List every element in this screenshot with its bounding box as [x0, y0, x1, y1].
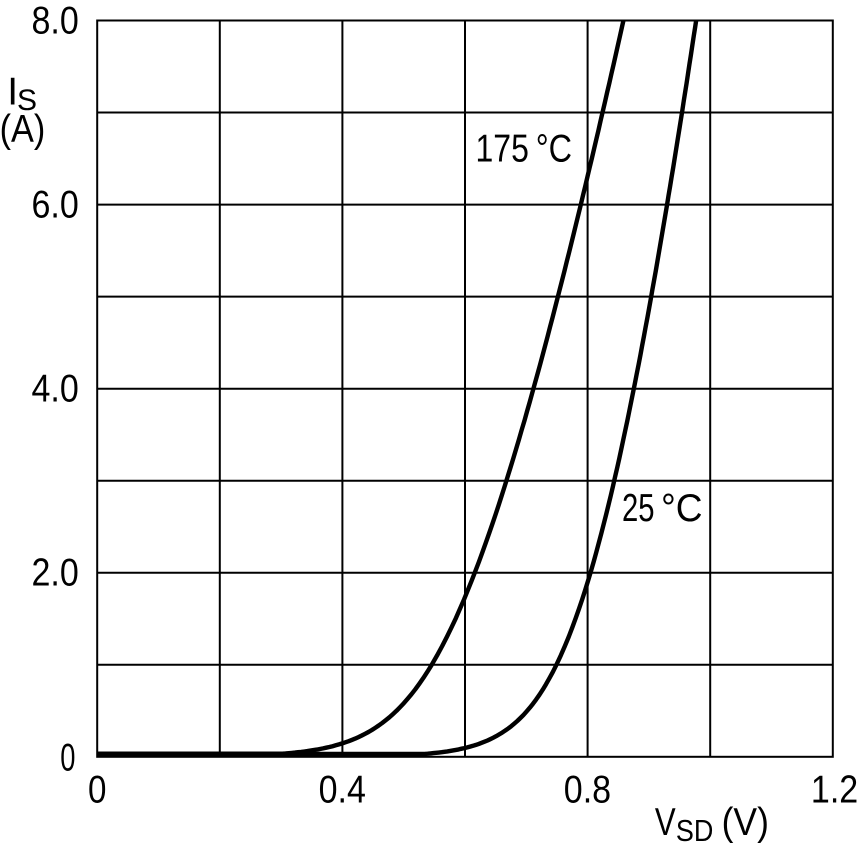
- svg-text:°C: °C: [661, 487, 703, 530]
- svg-text:8.0: 8.0: [31, 0, 78, 42]
- svg-text:6.0: 6.0: [31, 182, 78, 226]
- svg-text:(A): (A): [0, 107, 45, 151]
- svg-text:175: 175: [476, 127, 529, 171]
- svg-text:2.0: 2.0: [31, 551, 78, 595]
- svg-text:4.0: 4.0: [31, 367, 78, 411]
- svg-text:0: 0: [88, 767, 106, 811]
- svg-text:(V): (V): [722, 800, 769, 844]
- svg-text:25: 25: [622, 487, 655, 530]
- svg-text:0: 0: [60, 737, 75, 780]
- svg-text:I: I: [7, 71, 18, 114]
- svg-text:SD: SD: [676, 815, 713, 844]
- svg-text:0.8: 0.8: [564, 767, 611, 811]
- svg-text:0.4: 0.4: [319, 767, 366, 811]
- svg-text:V: V: [655, 801, 676, 844]
- svg-text:°C: °C: [536, 127, 572, 171]
- svg-text:1.2: 1.2: [811, 767, 858, 811]
- svg-text:S: S: [17, 84, 37, 117]
